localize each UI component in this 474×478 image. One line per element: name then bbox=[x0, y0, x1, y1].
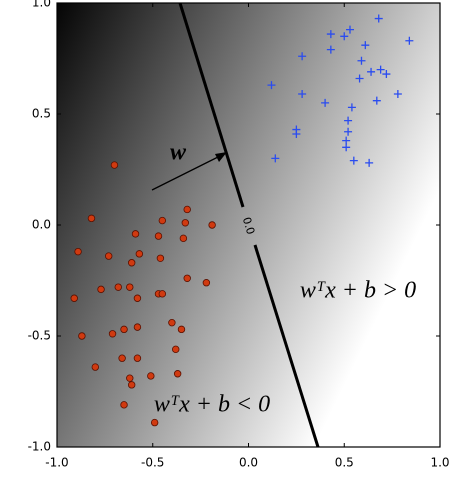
point bbox=[91, 363, 99, 371]
point bbox=[365, 158, 374, 167]
point bbox=[321, 98, 330, 107]
point bbox=[179, 234, 188, 243]
point bbox=[120, 401, 128, 409]
y-tick-label: 0.5 bbox=[32, 107, 51, 121]
point bbox=[349, 156, 358, 165]
region-label: wᵀx + b < 0 bbox=[154, 392, 270, 418]
point bbox=[208, 221, 216, 229]
point bbox=[361, 41, 370, 50]
point bbox=[340, 32, 349, 41]
point bbox=[344, 116, 353, 125]
point bbox=[345, 25, 354, 34]
point bbox=[405, 36, 414, 45]
point bbox=[78, 332, 86, 340]
point bbox=[127, 381, 136, 389]
point bbox=[135, 250, 144, 258]
point bbox=[173, 370, 182, 378]
x-tick-label: -0.5 bbox=[141, 456, 164, 470]
y-tick-label: -1.0 bbox=[28, 440, 51, 454]
point bbox=[126, 374, 134, 382]
point bbox=[298, 90, 307, 99]
point bbox=[292, 129, 301, 138]
point bbox=[355, 74, 364, 83]
point bbox=[374, 14, 383, 23]
point bbox=[158, 290, 167, 298]
point bbox=[87, 214, 96, 223]
x-tick-label: 0.5 bbox=[335, 456, 354, 470]
x-tick-label: 0.0 bbox=[239, 456, 258, 470]
point bbox=[133, 323, 142, 331]
y-tick-label: 1.0 bbox=[32, 0, 51, 10]
point bbox=[97, 285, 105, 294]
point bbox=[150, 418, 159, 427]
point bbox=[168, 318, 176, 327]
data-marks bbox=[70, 14, 414, 427]
point bbox=[382, 70, 391, 79]
point bbox=[267, 81, 276, 90]
x-tick-label: -1.0 bbox=[45, 456, 68, 470]
y-tick-label: -0.5 bbox=[28, 329, 51, 343]
point bbox=[147, 372, 155, 380]
point bbox=[183, 274, 191, 282]
point bbox=[110, 161, 119, 169]
point bbox=[74, 247, 82, 256]
point bbox=[177, 325, 186, 334]
decision-boundary bbox=[178, 2, 245, 208]
point bbox=[183, 205, 191, 214]
point bbox=[181, 219, 190, 227]
plot-background bbox=[57, 3, 440, 447]
point bbox=[126, 283, 134, 291]
point bbox=[108, 330, 117, 338]
point bbox=[158, 216, 167, 225]
point bbox=[376, 65, 385, 74]
point bbox=[298, 52, 307, 61]
point bbox=[70, 294, 78, 302]
point bbox=[133, 294, 142, 302]
y-tick-label: 0.0 bbox=[32, 218, 51, 232]
point bbox=[393, 90, 402, 99]
w-arrow bbox=[151, 154, 223, 191]
point bbox=[131, 230, 140, 238]
point bbox=[105, 252, 113, 260]
w-arrow-head bbox=[215, 152, 227, 162]
point bbox=[357, 56, 366, 65]
point bbox=[271, 154, 280, 163]
point bbox=[344, 127, 353, 136]
region-label: wᵀx + b > 0 bbox=[300, 278, 416, 304]
point bbox=[120, 325, 128, 334]
point bbox=[342, 143, 351, 152]
point bbox=[372, 96, 381, 105]
point bbox=[202, 279, 211, 287]
point bbox=[367, 67, 376, 76]
decision-boundary bbox=[253, 244, 320, 448]
point bbox=[156, 254, 165, 262]
point bbox=[114, 283, 122, 291]
point bbox=[133, 354, 142, 362]
point bbox=[154, 232, 163, 240]
point bbox=[347, 103, 356, 112]
point bbox=[127, 259, 136, 267]
arrow-label: w bbox=[170, 140, 187, 166]
point bbox=[326, 45, 335, 54]
point bbox=[326, 30, 335, 39]
x-tick-label: 1.0 bbox=[430, 456, 449, 470]
point bbox=[172, 345, 180, 354]
point bbox=[118, 354, 126, 362]
contour-label: 0.0 bbox=[240, 216, 258, 237]
